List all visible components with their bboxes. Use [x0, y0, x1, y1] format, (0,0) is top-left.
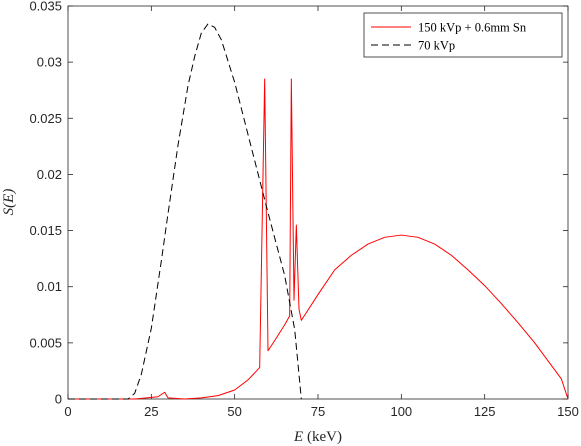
x-axis-label: E (keV) [293, 429, 342, 445]
y-tick-label: 0.015 [29, 223, 62, 238]
series-line-2 [68, 23, 302, 400]
x-tick-label: 125 [474, 404, 496, 419]
plot-area [67, 5, 569, 400]
series-line-1 [68, 78, 569, 400]
y-axis-ticks: 0 0.005 0.01 0.015 0.02 0.025 0.03 0.035 [29, 0, 568, 407]
x-tick-label: 150 [557, 404, 579, 419]
x-tick-label: 100 [390, 404, 412, 419]
y-tick-label: 0 [55, 392, 62, 407]
legend-label-series-2: 70 kVp [418, 39, 455, 53]
y-tick-label: 0.005 [29, 335, 62, 350]
x-tick-label: 50 [227, 404, 241, 419]
x-tick-label: 25 [144, 404, 158, 419]
y-tick-label: 0.035 [29, 0, 62, 14]
y-tick-label: 0.03 [37, 55, 62, 70]
x-axis-ticks: 0 25 50 75 100 125 150 [64, 6, 579, 419]
y-tick-label: 0.025 [29, 111, 62, 126]
legend: 150 kVp + 0.6mm Sn 70 kVp [363, 12, 563, 58]
x-tick-label: 0 [64, 404, 71, 419]
series-lines [68, 23, 569, 400]
y-axis-label: S(E) [1, 189, 17, 216]
legend-label-series-1: 150 kVp + 0.6mm Sn [418, 21, 527, 35]
x-tick-label: 75 [311, 404, 325, 419]
y-tick-label: 0.01 [37, 279, 62, 294]
y-tick-label: 0.02 [37, 167, 62, 182]
legend-box [363, 12, 563, 58]
